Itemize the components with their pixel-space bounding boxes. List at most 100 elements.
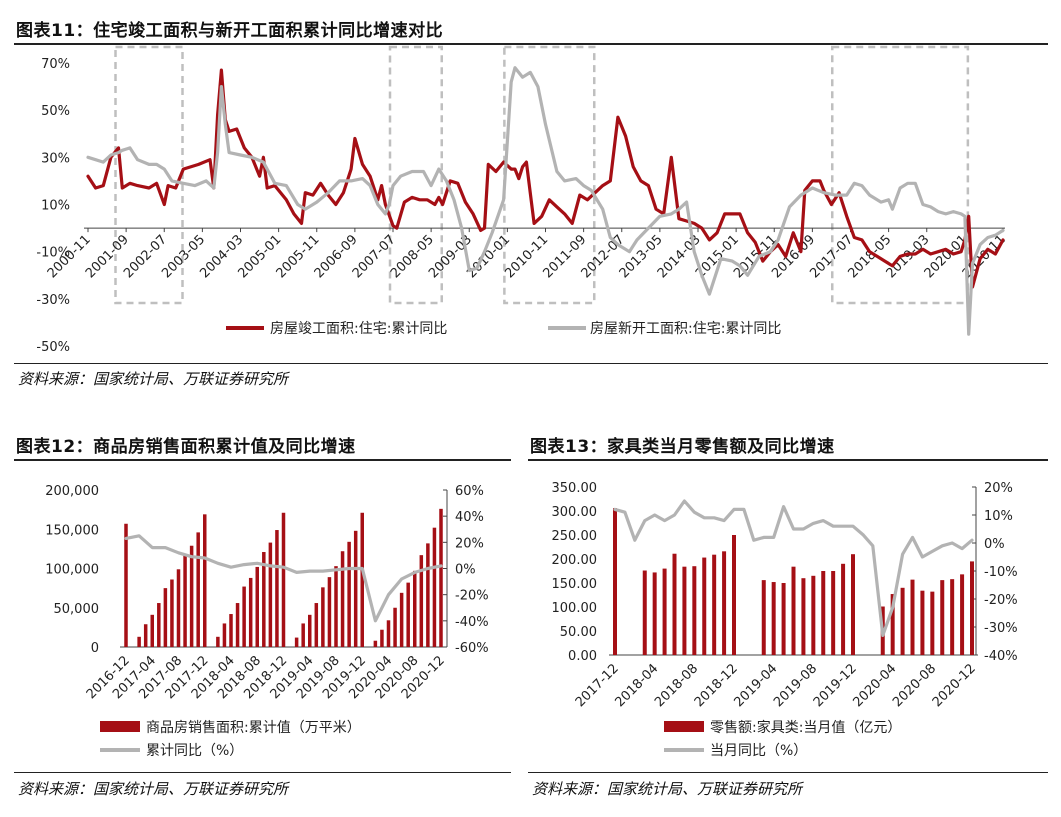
y-left-tick-label: 0.00 <box>568 649 597 664</box>
bar <box>662 568 667 655</box>
bar <box>439 508 443 647</box>
bar <box>150 614 154 647</box>
y-right-tick-label: 0% <box>455 563 476 578</box>
bar <box>321 587 325 647</box>
y-right-tick-label: 0% <box>984 537 1005 552</box>
series-line-yoy <box>613 499 974 638</box>
y-left-tick-label: 150,000 <box>45 523 99 538</box>
bar <box>692 566 697 655</box>
figure12-top-rule <box>14 459 511 461</box>
figure11-top-rule <box>14 43 1048 45</box>
bar <box>722 551 727 655</box>
bar <box>275 530 279 647</box>
bar <box>222 623 227 647</box>
y-left-tick-label: 150.00 <box>552 577 598 592</box>
bar <box>910 579 915 655</box>
y-left-tick-label: 50,000 <box>54 602 100 617</box>
bar <box>771 582 776 655</box>
bar <box>163 588 168 647</box>
legend-swatch-bar <box>100 721 140 732</box>
y-left-tick-label: 300.00 <box>552 505 598 520</box>
bar <box>334 566 338 647</box>
bar <box>393 607 397 647</box>
bar <box>426 543 430 647</box>
bar <box>682 566 687 655</box>
bar <box>702 557 707 655</box>
bar <box>216 636 220 647</box>
x-tick-label: 2020-12 <box>930 661 979 710</box>
highlight-box-4 <box>831 45 970 305</box>
highlight-box-2 <box>388 45 443 305</box>
bar <box>930 591 935 655</box>
y-right-tick-label: -40% <box>455 615 489 630</box>
figure13-bottom-rule <box>528 772 1048 773</box>
bar <box>900 587 905 655</box>
bar <box>642 570 647 655</box>
y-right-tick-label: -10% <box>984 565 1018 580</box>
bar <box>970 561 974 655</box>
y-left-tick-label: 100,000 <box>45 563 99 578</box>
y-tick-label: -10% <box>36 246 70 261</box>
bar <box>353 530 358 647</box>
bar <box>235 603 240 647</box>
bar <box>791 566 796 655</box>
series-line-completion <box>86 68 1005 289</box>
bar <box>890 594 895 655</box>
bar <box>950 579 955 655</box>
bar <box>761 580 766 655</box>
bar <box>248 577 253 647</box>
bar <box>176 569 181 647</box>
bar <box>157 603 161 647</box>
bar <box>189 545 194 647</box>
y-left-tick-label: 50.00 <box>560 625 597 640</box>
y-tick-label: 70% <box>41 57 70 72</box>
bar <box>203 514 207 647</box>
y-left-tick-label: 200.00 <box>552 553 598 568</box>
bar <box>373 640 378 647</box>
y-right-tick-label: -20% <box>455 589 489 604</box>
bar <box>652 572 657 655</box>
y-right-tick-label: 10% <box>984 509 1013 524</box>
legend-label: 零售额:家具类:当月值（亿元） <box>710 719 901 736</box>
bar <box>143 624 148 647</box>
bar <box>262 552 266 647</box>
y-right-tick-label: -60% <box>455 641 489 656</box>
bar <box>712 554 717 655</box>
legend-label: 商品房销售面积:累计值（万平米） <box>146 720 361 736</box>
y-left-tick-label: 350.00 <box>552 481 598 496</box>
figure12-title: 图表12：商品房销售面积累计值及同比增速 <box>16 437 356 457</box>
bar <box>399 592 404 647</box>
bar <box>940 580 945 655</box>
figure13-source: 资料来源：国家统计局、万联证券研究所 <box>532 780 803 798</box>
bar <box>851 554 855 655</box>
y-left-tick-label: 200,000 <box>45 484 99 499</box>
y-tick-label: -50% <box>36 340 70 355</box>
y-left-tick-label: 250.00 <box>552 529 598 544</box>
bar <box>831 571 836 655</box>
y-tick-label: 10% <box>41 199 70 214</box>
bar <box>327 577 332 647</box>
y-right-tick-label: -30% <box>984 621 1018 636</box>
bar <box>314 603 319 647</box>
bar <box>255 566 259 647</box>
bar <box>183 554 187 647</box>
bar <box>229 614 233 647</box>
highlight-box-3 <box>503 45 596 305</box>
bar <box>268 542 273 647</box>
bar <box>281 512 286 647</box>
legend-swatch-bar <box>664 721 704 732</box>
bar <box>781 583 786 655</box>
bar <box>380 629 384 647</box>
y-left-tick-label: 0 <box>91 641 99 656</box>
figure12-source: 资料来源：国家统计局、万联证券研究所 <box>18 780 289 798</box>
bar <box>406 582 410 647</box>
bar <box>811 575 816 655</box>
figure11-title: 图表11：住宅竣工面积与新开工面积累计同比增速对比 <box>16 21 444 41</box>
y-right-tick-label: 20% <box>455 536 484 551</box>
y-tick-label: 30% <box>41 151 70 166</box>
bar <box>419 555 424 647</box>
bar <box>920 590 925 655</box>
bar <box>124 523 128 647</box>
